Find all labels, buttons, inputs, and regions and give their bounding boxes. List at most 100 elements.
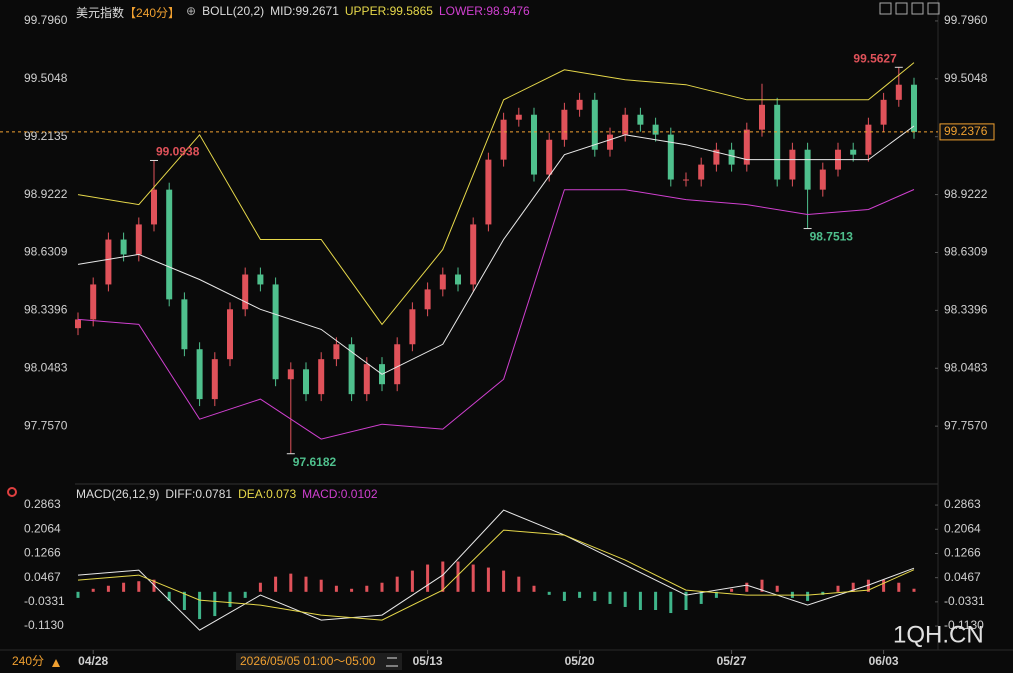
macd-legend: MACD(26,12,9) DIFF:0.0781 DEA:0.073 MACD…	[76, 487, 378, 501]
macd-bar	[760, 579, 764, 592]
y-tick-label: 97.7570	[24, 418, 68, 432]
macd-bar	[745, 582, 749, 592]
legend-lower: LOWER:98.9476	[438, 4, 530, 18]
candle-body	[819, 169, 826, 190]
high-label: 99.0938	[156, 145, 200, 159]
macd-bar	[410, 570, 414, 592]
y-tick-label-right: 97.7570	[944, 418, 988, 432]
macd-bar	[532, 585, 536, 592]
period-arrow[interactable]	[52, 659, 60, 667]
icon[interactable]	[927, 2, 940, 15]
candle-body	[439, 274, 446, 290]
macd-bar	[395, 576, 399, 592]
symbol: 美元指数	[76, 6, 125, 20]
watermark: 1QH.CN	[893, 621, 984, 648]
macd-bar	[319, 579, 323, 592]
candle-body	[804, 149, 811, 190]
macd-bar	[228, 591, 232, 607]
toolbar-icons[interactable]	[879, 2, 940, 15]
macd-bar	[91, 588, 95, 592]
x-tick-label: 05/13	[413, 654, 443, 668]
indicator-line	[77, 509, 915, 631]
icon[interactable]	[879, 2, 892, 15]
macd-bar	[912, 588, 916, 592]
indicator[interactable]: MACD(26,12,9)	[76, 487, 160, 501]
last-price-box	[939, 123, 995, 141]
macd-bar	[775, 585, 779, 592]
candle-body	[196, 349, 203, 400]
candle-body	[257, 274, 264, 285]
y-tick-label: 98.9222	[24, 187, 68, 201]
candle-body	[561, 109, 568, 140]
candle-body	[728, 149, 735, 165]
low-label: 97.6182	[293, 455, 337, 469]
x-tick-label: 06/03	[869, 654, 899, 668]
macd-bar	[486, 567, 490, 592]
macd-bar	[380, 582, 384, 592]
macd-bar	[714, 591, 718, 598]
y-tick-label: 0.2863	[24, 497, 61, 511]
indicator-icon[interactable]	[7, 487, 17, 497]
candle-body	[637, 114, 644, 125]
candle-body	[515, 114, 522, 120]
candle-body	[272, 284, 279, 380]
candle-body	[546, 139, 553, 175]
macd-bar	[699, 591, 703, 604]
macd-bar	[198, 591, 202, 620]
macd-bar	[562, 591, 566, 601]
candle-body	[713, 149, 720, 165]
macd-bar	[137, 581, 141, 592]
legend-mid: MID:99.2671	[270, 4, 339, 18]
candle-body	[303, 369, 309, 395]
candle-body	[531, 114, 537, 175]
candle-body	[470, 224, 477, 285]
last-price-label: 99.2376	[944, 124, 988, 138]
macd-bar	[517, 576, 521, 592]
candle-body	[880, 99, 887, 125]
candle-body	[455, 274, 461, 285]
candle-body	[591, 99, 598, 150]
legend-diff: DIFF:0.0781	[165, 487, 233, 501]
x-tick-label: 04/28	[78, 654, 108, 668]
indicator-line	[77, 125, 915, 375]
macd-bar	[106, 585, 110, 592]
legend-macd: MACD:0.0102	[302, 487, 378, 501]
macd-bar	[243, 591, 247, 598]
macd-bar	[76, 591, 80, 598]
y-tick-label: 99.7960	[24, 13, 68, 27]
icon[interactable]	[895, 2, 908, 15]
y-tick-label: 98.3396	[24, 303, 68, 317]
candle-body	[166, 189, 173, 300]
macd-bar	[334, 585, 338, 592]
candle-body	[850, 149, 857, 155]
y-tick-label: -0.0331	[24, 594, 65, 608]
indicator-line	[77, 189, 915, 440]
macd-bar	[866, 579, 870, 592]
candle-body	[333, 344, 340, 360]
candle-body	[911, 84, 917, 132]
y-tick-label: 99.5048	[24, 71, 68, 85]
candle-body	[774, 104, 781, 180]
macd-bar	[258, 582, 262, 592]
macd-bar	[471, 564, 475, 592]
macd-bar	[669, 591, 673, 614]
high-label: 99.5627	[853, 51, 897, 65]
candle-body	[683, 179, 689, 181]
candle-body	[151, 189, 157, 225]
period[interactable]: 【240分】	[124, 6, 181, 20]
add-icon[interactable]: ⊕	[186, 4, 197, 18]
y-tick-label-right: 98.6309	[944, 245, 988, 259]
indicator[interactable]: BOLL(20,2)	[202, 4, 265, 18]
macd-bar	[289, 573, 293, 592]
legend-upper: UPPER:99.5865	[344, 4, 433, 18]
macd-bar	[122, 582, 126, 592]
macd-bar	[167, 591, 171, 601]
macd-bar	[441, 561, 445, 592]
macd-bar	[593, 591, 597, 601]
macd-bar	[684, 591, 688, 610]
macd-bar	[578, 591, 582, 598]
icon[interactable]	[911, 2, 924, 15]
macd-bar	[897, 582, 901, 592]
period-label[interactable]: 240分	[12, 654, 44, 668]
